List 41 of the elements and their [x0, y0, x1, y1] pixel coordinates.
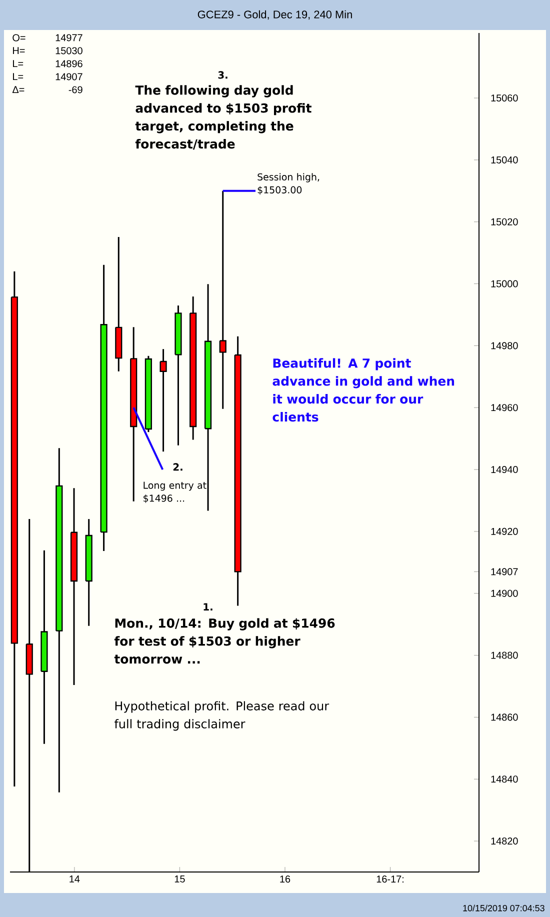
x-tick-label: 16: [280, 876, 290, 883]
annotation: -69: [68, 86, 82, 94]
annotation: Session high, $1503.00: [258, 173, 320, 195]
annotation: Hypothetical profit. Please read our full trading disclaimer: [114, 701, 330, 731]
annotation: 3.: [218, 71, 228, 79]
annotation: 14907: [56, 73, 82, 80]
y-tick-label: 14880: [491, 652, 518, 659]
annotation: 1.: [204, 603, 212, 610]
y-tick-label: 14840: [491, 776, 518, 783]
annotation: H=: [13, 47, 25, 54]
annotation: 14977: [56, 34, 82, 42]
x-tick-label: 14: [70, 876, 80, 882]
y-tick-label: 14820: [491, 838, 518, 845]
annotation: 14896: [56, 60, 82, 68]
annotation: O=: [12, 34, 26, 42]
annotation: Mon., 10/14: Buy gold at $1496 for test of $1503 or higher tomorrow ...: [114, 618, 335, 664]
y-tick-label: 14900: [491, 590, 518, 597]
annotation: Long entry at $1496 ...: [144, 482, 206, 504]
y-tick-label: 14920: [491, 528, 518, 535]
annotation: 15030: [56, 47, 82, 54]
annotation: L=: [13, 60, 24, 68]
annotation: The following day gold advanced to $1503 profit target, completing the forecast/trade: [135, 85, 312, 150]
y-tick-label: 15020: [491, 218, 518, 226]
y-tick-label: 14960: [491, 404, 518, 412]
y-tick-label: 15000: [491, 280, 518, 288]
x-tick-label: 15: [174, 876, 185, 882]
y-tick-label: 14860: [491, 714, 518, 721]
annotation: Δ=: [12, 86, 24, 94]
candlestick: [219, 190, 226, 410]
y-tick-label: 15040: [491, 156, 518, 164]
annotation: L=: [13, 73, 24, 80]
text: 10/15/2019 07:04:53: [463, 904, 544, 912]
y-tick-label: 15060: [491, 94, 518, 102]
y-tick-label: 14940: [491, 466, 518, 474]
candlestick: [160, 348, 167, 452]
chart-title: GCEZ9 - Gold, Dec 19, 240 Min: [198, 10, 352, 20]
x-tick-label: 16-17:: [376, 876, 404, 883]
annotation: Beautiful! A 7 point advance in gold and when it would occur for our clients: [272, 358, 454, 422]
y-tick-label: 14907: [491, 568, 518, 576]
y-tick-label: 14980: [491, 342, 518, 350]
annotation: 2.: [173, 463, 182, 471]
